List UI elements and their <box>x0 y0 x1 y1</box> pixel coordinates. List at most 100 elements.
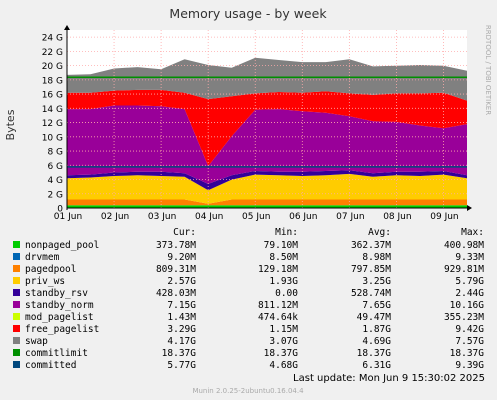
legend-value-avg: 3.25G <box>362 276 391 287</box>
x-tick-label: 01 Jun <box>54 212 82 222</box>
x-tick-label: 07 Jun <box>336 212 364 222</box>
legend-name: priv_ws <box>25 276 65 287</box>
legend-swatch-priv_ws <box>13 277 20 284</box>
area-nonpaged_pool <box>67 205 467 208</box>
legend-value-cur: 3.29G <box>167 324 196 335</box>
area-free_pagelist <box>67 89 467 167</box>
legend-value-min: 811.12M <box>258 300 298 311</box>
legend-value-cur: 4.17G <box>167 336 196 347</box>
legend-value-cur: 428.03M <box>156 288 196 299</box>
rrdtool-side-label: RRDTOOL / TOBI OETIKER <box>484 25 492 115</box>
area-standby_rsv <box>67 170 467 191</box>
legend-value-cur: 7.15G <box>167 300 196 311</box>
area-swap <box>67 57 467 101</box>
grid-layer <box>66 30 467 208</box>
x-tick-label: 02 Jun <box>101 212 129 222</box>
legend-swatch-standby_rsv <box>13 289 20 296</box>
legend-swatch-standby_norm <box>13 301 20 308</box>
y-tick-label: 14 G <box>42 105 63 115</box>
legend-swatch-swap <box>13 337 20 344</box>
legend-value-min: 4.68G <box>269 360 298 371</box>
legend-value-max: 5.79G <box>455 276 484 287</box>
legend-table: Cur: Min: Avg: Max: nonpaged_pool 373.78M 79.1… <box>13 227 484 371</box>
area-priv_ws <box>67 173 467 204</box>
y-axis-arrow-icon <box>64 25 70 30</box>
legend-name: standby_rsv <box>25 288 88 299</box>
y-tick-label: 16 G <box>42 91 63 101</box>
legend-name: swap <box>25 336 48 347</box>
legend-value-max: 18.37G <box>450 348 485 359</box>
legend-value-cur: 373.78M <box>156 240 196 251</box>
y-tick-label: 10 G <box>42 133 63 143</box>
legend-header-min: Min: <box>275 227 298 238</box>
y-tick-label: 20 G <box>42 62 63 72</box>
y-axis-label: Bytes <box>4 109 17 140</box>
area-layer <box>67 57 467 208</box>
legend-value-min: 8.50M <box>269 252 298 263</box>
legend-value-avg: 1.87G <box>362 324 391 335</box>
legend-value-max: 9.39G <box>455 360 484 371</box>
legend-swatch-pagedpool <box>13 265 20 272</box>
legend-value-min: 1.93G <box>269 276 298 287</box>
legend-value-avg: 7.65G <box>362 300 391 311</box>
chart-title: Memory usage - by week <box>169 6 327 21</box>
footer-version: Munin 2.0.25-2ubuntu0.16.04.4 <box>192 387 304 395</box>
y-tick-label: 4 G <box>47 176 63 186</box>
legend-name: committed <box>25 360 76 371</box>
legend-value-min: 3.07G <box>269 336 298 347</box>
legend-value-min: 1.15M <box>269 324 298 335</box>
legend-value-max: 10.16G <box>450 300 485 311</box>
x-tick-label: 09 Jun <box>430 212 458 222</box>
legend-swatch-drvmem <box>13 253 20 260</box>
legend-name: drvmem <box>25 252 60 263</box>
x-tick-label: 05 Jun <box>242 212 270 222</box>
legend-value-max: 7.57G <box>455 336 484 347</box>
legend-value-max: 9.42G <box>455 324 484 335</box>
legend-value-min: 18.37G <box>264 348 299 359</box>
x-axis-arrow-icon <box>467 205 472 211</box>
x-tick-label: 06 Jun <box>289 212 317 222</box>
x-tick-labels: 01 Jun 02 Jun 03 Jun 04 Jun 05 Jun 06 Jun 07 J… <box>54 212 459 222</box>
area-pagedpool <box>67 199 467 206</box>
legend-value-max: 2.44G <box>455 288 484 299</box>
y-tick-label: 12 G <box>42 119 63 129</box>
area-standby_norm <box>67 105 467 184</box>
legend-value-cur: 1.43M <box>167 312 196 323</box>
legend-header-max: Max: <box>461 227 484 238</box>
y-tick-label: 0 <box>57 205 63 215</box>
x-tick-label: 04 Jun <box>195 212 223 222</box>
legend-value-max: 9.33M <box>455 252 484 263</box>
line-layer <box>67 76 467 168</box>
legend-value-avg: 362.37M <box>351 240 391 251</box>
y-tick-label: 24 G <box>42 34 63 44</box>
legend-value-cur: 9.20M <box>167 252 196 263</box>
legend-name: nonpaged_pool <box>25 240 99 251</box>
legend-value-max: 355.23M <box>444 312 484 323</box>
legend-value-max: 400.98M <box>444 240 484 251</box>
y-tick-label: 6 G <box>47 162 63 172</box>
legend-value-min: 129.18M <box>258 264 298 275</box>
legend-header-avg: Avg: <box>368 227 391 238</box>
legend-value-cur: 5.77G <box>167 360 196 371</box>
legend-name: pagedpool <box>25 264 76 275</box>
y-tick-label: 22 G <box>42 48 63 58</box>
legend-value-cur: 18.37G <box>162 348 197 359</box>
legend-value-avg: 4.69G <box>362 336 391 347</box>
legend-swatch-free_pagelist <box>13 325 20 332</box>
legend-swatch-nonpaged_pool <box>13 241 20 248</box>
y-tick-label: 2 G <box>47 190 63 200</box>
legend-value-min: 474.64k <box>258 312 298 323</box>
legend-value-avg: 6.31G <box>362 360 391 371</box>
legend-value-avg: 8.98M <box>362 252 391 263</box>
legend-value-cur: 809.31M <box>156 264 196 275</box>
legend-name: mod_pagelist <box>25 312 94 323</box>
y-tick-label: 8 G <box>47 148 63 158</box>
legend-value-avg: 528.74M <box>351 288 391 299</box>
x-tick-label: 08 Jun <box>383 212 411 222</box>
last-update: Last update: Mon Jun 9 15:30:02 2025 <box>293 373 485 384</box>
x-tick-label: 03 Jun <box>148 212 176 222</box>
legend-name: free_pagelist <box>25 324 99 335</box>
legend-header-cur: Cur: <box>173 227 196 238</box>
legend-value-avg: 49.47M <box>357 312 392 323</box>
